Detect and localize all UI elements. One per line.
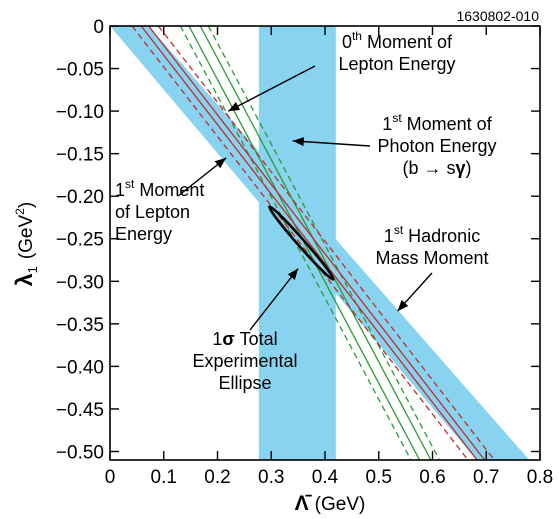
experimental-ellipse (268, 205, 335, 281)
annotation-line: 0th Moment of (342, 29, 453, 52)
annotation-line: Photon Energy (377, 136, 496, 156)
annotation-arrowhead (292, 137, 305, 147)
y-tick-label: −0.40 (56, 357, 104, 378)
y-axis-subscript: 1 (25, 266, 40, 273)
x-tick-label: 0.6 (419, 467, 445, 488)
y-tick-label: −0.30 (56, 272, 104, 293)
y-tick-label: −0.05 (56, 60, 104, 81)
annotation-arrowhead (397, 299, 409, 312)
annotation-arrow (249, 268, 299, 331)
annotation-arrowhead (228, 102, 241, 112)
y-axis-label: λ1 (GeV2) (11, 202, 40, 286)
x-tick-label: 0.8 (527, 467, 553, 488)
series-line-1st_lepton_central_1 (140, 25, 478, 461)
x-axis-label: Λ̄ (GeV) (295, 492, 366, 515)
annotation-line: 1st Moment of (382, 111, 492, 134)
y-axis-symbol: λ (11, 273, 37, 286)
annotation-arrowhead (287, 268, 299, 280)
annotation-line: Lepton Energy (338, 54, 455, 74)
ellipse-layer (268, 205, 335, 281)
y-axis: 0 −0.05 −0.10 −0.15 −0.20 −0.25 −0.30 −0.35 −0.4… (56, 17, 540, 463)
y-tick-label: −0.10 (56, 102, 104, 123)
y-tick-label: 0 (93, 17, 104, 38)
x-axis: 0 0.1 0.2 0.3 0.4 0.5 0.6 0.7 0.8 (105, 26, 553, 488)
annotation-arrow (227, 65, 316, 112)
annotation-line: Energy (115, 224, 172, 244)
x-tick-label: 0 (105, 467, 116, 488)
annotation-line: Experimental (192, 351, 297, 371)
figure-id: 1630802-010 (456, 8, 539, 24)
x-axis-symbol: Λ̄ (295, 492, 313, 515)
series-line-0th_lepton_central_2 (199, 25, 432, 461)
annotation-line: 1σ Total (212, 329, 277, 349)
x-tick-label: 0.2 (204, 467, 230, 488)
annotation-line: 1st Moment (115, 177, 204, 200)
y-axis-unit-sup: 2 (13, 208, 27, 215)
y-axis-unit: (GeV (16, 214, 37, 259)
y-tick-label: −0.35 (56, 315, 104, 336)
series-line-0th_lepton_edge_2 (207, 25, 441, 461)
x-tick-label: 0.1 (151, 467, 177, 488)
series-line-1st_lepton_edge_2 (157, 25, 495, 461)
y-tick-label: −0.15 (56, 145, 104, 166)
x-tick-label: 0.7 (473, 467, 499, 488)
annotation-arrowhead (214, 157, 227, 169)
annotation-line: Mass Moment (375, 248, 488, 268)
series-line-1st_lepton_central_2 (148, 25, 486, 461)
x-tick-label: 0.4 (312, 467, 339, 488)
x-axis-unit: (GeV) (315, 494, 366, 515)
annotation-line: of Lepton (115, 202, 190, 222)
y-tick-label: −0.25 (56, 230, 104, 251)
x-tick-label: 0.3 (258, 467, 284, 488)
y-tick-label: −0.45 (56, 400, 104, 421)
y-tick-label: −0.50 (56, 442, 104, 463)
annotation-line: 1st Hadronic (384, 223, 480, 246)
series-line-1st_lepton_edge_1 (131, 25, 469, 461)
x-tick-label: 0.5 (366, 467, 392, 488)
annotation-arrow (292, 140, 371, 147)
y-axis-unit-close: ) (16, 202, 37, 208)
y-tick-label: −0.20 (56, 187, 104, 208)
annotation-line: Ellipse (218, 373, 271, 393)
annotation-line: (b → sγ) (402, 158, 471, 178)
